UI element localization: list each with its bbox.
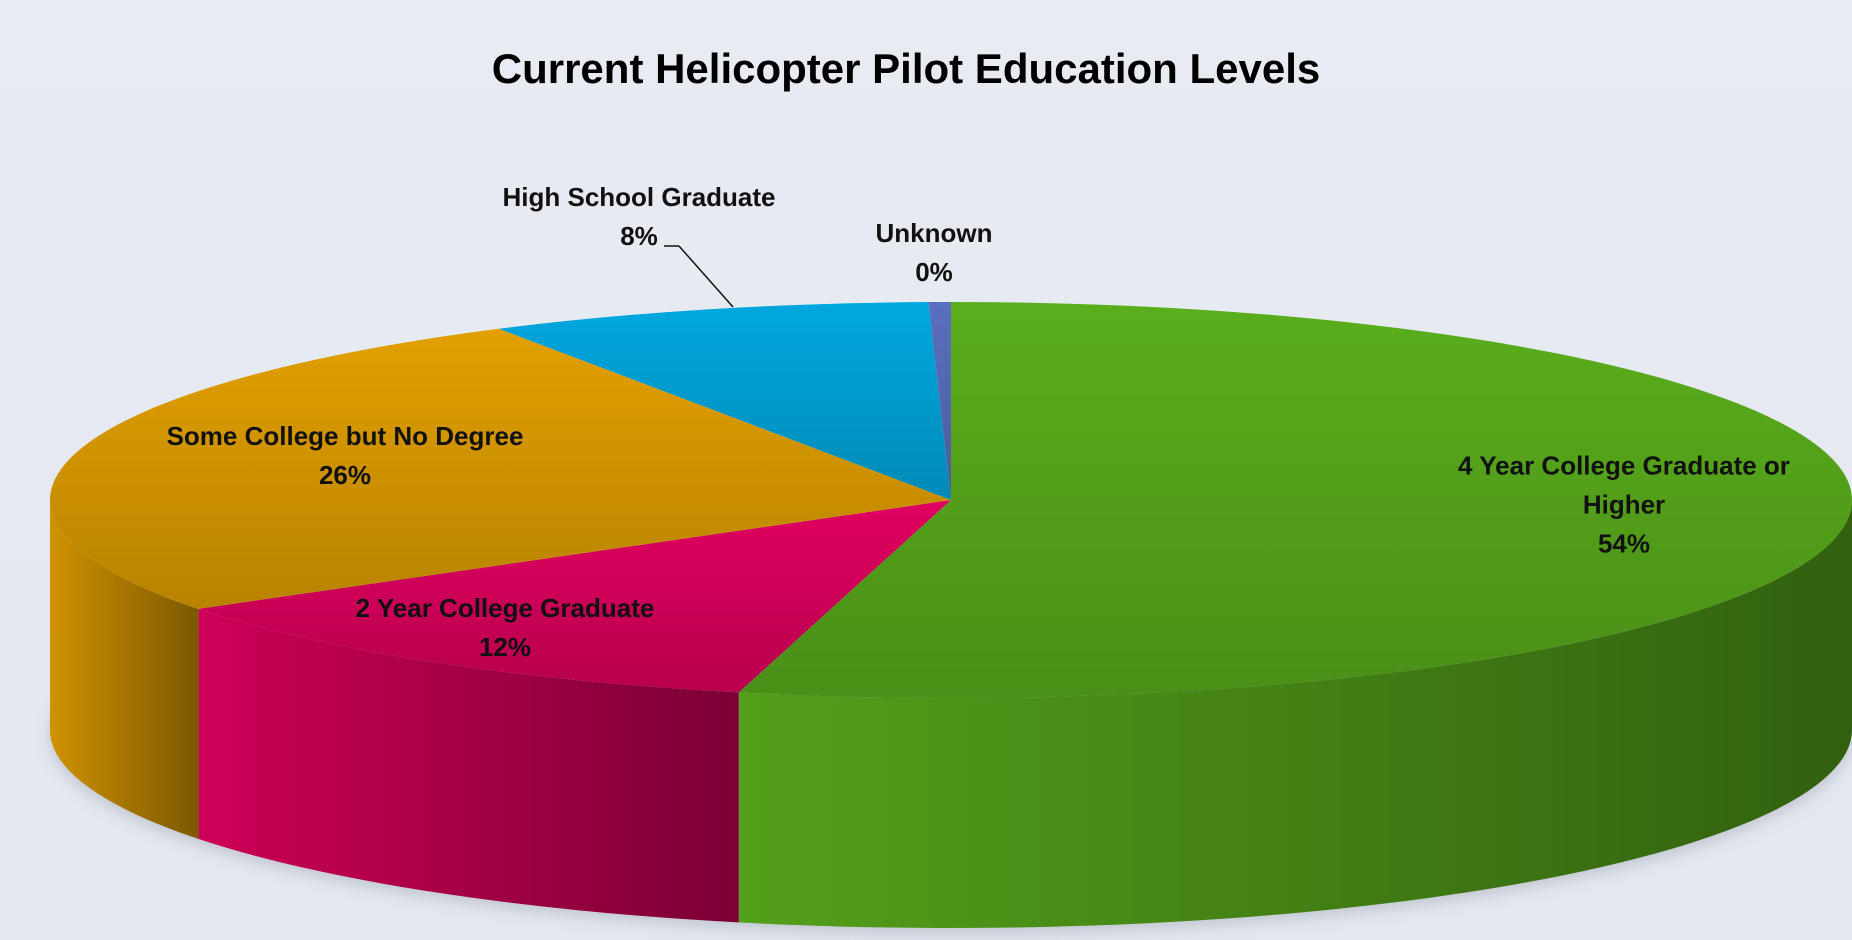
- data-label: Some College but No Degree 26%: [167, 417, 524, 495]
- pie-slice-side: [198, 608, 739, 923]
- chart-title: Current Helicopter Pilot Education Level…: [491, 45, 1321, 92]
- value-label: 12%: [478, 632, 532, 662]
- value-label: 26%: [318, 460, 372, 490]
- pie-slice: [928, 302, 951, 500]
- leader-line: [678, 245, 734, 308]
- data-label: High School Graduate 8%: [502, 178, 775, 256]
- category-label: High School Graduate: [502, 182, 776, 212]
- pie-slice: [198, 500, 951, 693]
- value-label: 54%: [1597, 528, 1651, 559]
- data-label: 2 Year College Graduate 12%: [356, 589, 655, 667]
- category-label: 2 Year College Graduate: [355, 593, 655, 623]
- pie-slice: [738, 302, 1852, 698]
- pie-slice-side: [738, 500, 1852, 928]
- value-label: 0%: [915, 257, 953, 287]
- data-label: 4 Year College Graduate or Higher 54%: [1444, 447, 1804, 564]
- pie-slice: [498, 302, 951, 500]
- category-label: 4 Year College Graduate or Higher: [1458, 450, 1790, 520]
- category-label: Some College but No Degree: [166, 421, 524, 451]
- value-label: 8%: [620, 221, 658, 251]
- category-label: Unknown: [875, 218, 993, 248]
- data-label: Unknown 0%: [876, 214, 993, 292]
- pie-slice: [49, 328, 951, 609]
- pie-slice-side: [49, 500, 199, 839]
